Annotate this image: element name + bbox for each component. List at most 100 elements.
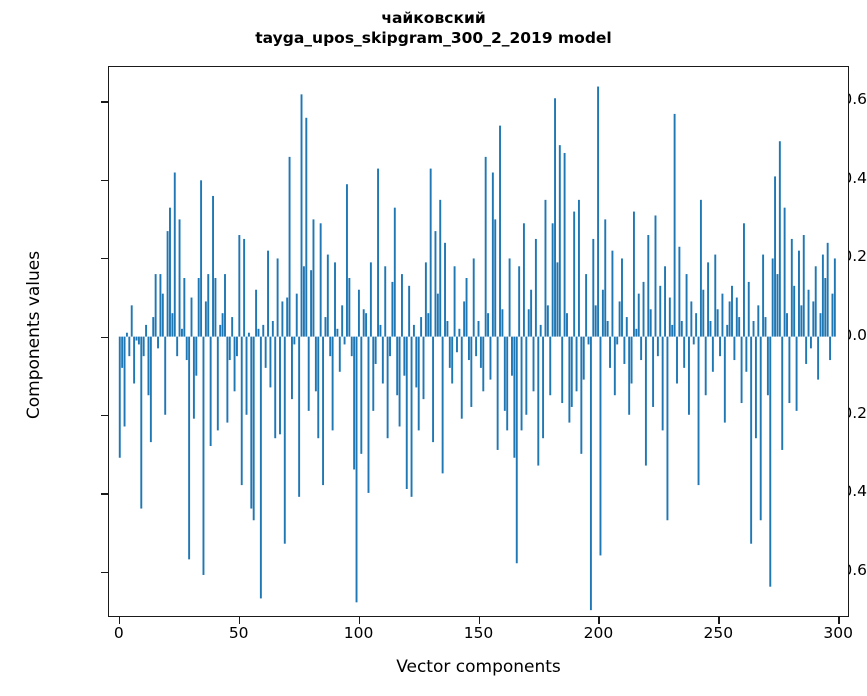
bar bbox=[800, 305, 803, 337]
bar bbox=[501, 309, 504, 337]
bar bbox=[676, 336, 678, 384]
bar bbox=[171, 313, 174, 337]
bar bbox=[128, 336, 131, 357]
y-tick-mark bbox=[101, 415, 108, 417]
bar bbox=[809, 336, 812, 349]
bar bbox=[597, 86, 600, 337]
bar bbox=[632, 211, 635, 337]
bar bbox=[166, 231, 169, 337]
bar bbox=[592, 238, 595, 337]
bar bbox=[451, 336, 454, 384]
bar bbox=[439, 199, 442, 337]
bar bbox=[527, 309, 530, 337]
bar bbox=[274, 336, 277, 439]
bar bbox=[499, 125, 501, 337]
bar bbox=[621, 258, 623, 337]
bar bbox=[604, 219, 607, 337]
bar bbox=[319, 223, 322, 337]
bar bbox=[798, 250, 800, 337]
bar bbox=[475, 336, 478, 357]
bar bbox=[307, 336, 310, 411]
bar bbox=[812, 301, 815, 337]
x-tick-mark bbox=[598, 617, 600, 624]
bar bbox=[515, 336, 518, 564]
bar bbox=[240, 336, 243, 486]
bar bbox=[410, 336, 413, 497]
bar bbox=[384, 266, 387, 337]
bar bbox=[415, 336, 418, 388]
bar bbox=[805, 336, 808, 364]
bar bbox=[508, 258, 511, 337]
bar bbox=[699, 199, 702, 337]
bar bbox=[250, 336, 253, 509]
y-axis-label: Components values bbox=[24, 250, 44, 420]
bar bbox=[444, 242, 446, 337]
bar bbox=[539, 324, 542, 337]
bar bbox=[169, 207, 171, 337]
bar bbox=[479, 336, 482, 368]
bar bbox=[295, 293, 298, 337]
bar bbox=[137, 336, 140, 345]
bar bbox=[721, 293, 724, 337]
bar bbox=[446, 320, 449, 337]
bar bbox=[401, 274, 403, 337]
bar bbox=[609, 336, 611, 368]
bar bbox=[752, 320, 755, 337]
bar bbox=[745, 336, 748, 372]
bar bbox=[154, 274, 157, 337]
bar bbox=[534, 238, 537, 337]
bar bbox=[814, 266, 817, 337]
bar bbox=[554, 98, 556, 337]
bar bbox=[695, 313, 698, 337]
bar bbox=[312, 219, 315, 337]
bar bbox=[322, 336, 325, 486]
bar bbox=[606, 320, 609, 337]
bar bbox=[164, 336, 167, 415]
y-tick-mark bbox=[101, 101, 108, 103]
x-tick-mark bbox=[118, 617, 121, 624]
bar bbox=[702, 289, 705, 337]
y-tick-mark bbox=[101, 179, 108, 182]
bar bbox=[252, 336, 255, 521]
bar bbox=[833, 258, 836, 337]
bar bbox=[472, 258, 475, 337]
bar bbox=[644, 336, 647, 466]
bar bbox=[465, 278, 468, 337]
bar bbox=[200, 180, 203, 337]
bar bbox=[212, 195, 214, 337]
bar bbox=[346, 184, 348, 337]
bar bbox=[635, 328, 638, 337]
bar bbox=[377, 168, 380, 337]
bar bbox=[575, 336, 578, 392]
bar bbox=[276, 258, 279, 337]
bar bbox=[281, 301, 284, 337]
y-tick-mark bbox=[101, 258, 108, 260]
bar bbox=[324, 317, 327, 337]
bar bbox=[484, 156, 487, 337]
bar bbox=[618, 301, 621, 337]
x-tick-mark bbox=[358, 617, 360, 624]
bar bbox=[623, 336, 626, 364]
bar bbox=[259, 336, 262, 599]
bar bbox=[786, 313, 788, 337]
bar bbox=[587, 336, 590, 345]
bar bbox=[140, 336, 143, 509]
bar bbox=[793, 285, 796, 337]
bar bbox=[566, 313, 568, 337]
bar bbox=[735, 297, 738, 337]
bar bbox=[774, 176, 777, 337]
bar bbox=[467, 336, 470, 361]
bar bbox=[329, 336, 332, 357]
x-tick-label: 300 bbox=[823, 624, 853, 642]
bar bbox=[769, 336, 772, 587]
bar bbox=[637, 293, 640, 337]
bar bbox=[257, 328, 260, 337]
bar bbox=[123, 336, 126, 427]
bar bbox=[503, 336, 506, 411]
bar bbox=[204, 301, 207, 337]
bar bbox=[231, 317, 234, 337]
bar bbox=[647, 235, 650, 337]
bar bbox=[470, 336, 473, 407]
bar bbox=[374, 336, 377, 364]
bar bbox=[826, 242, 829, 337]
